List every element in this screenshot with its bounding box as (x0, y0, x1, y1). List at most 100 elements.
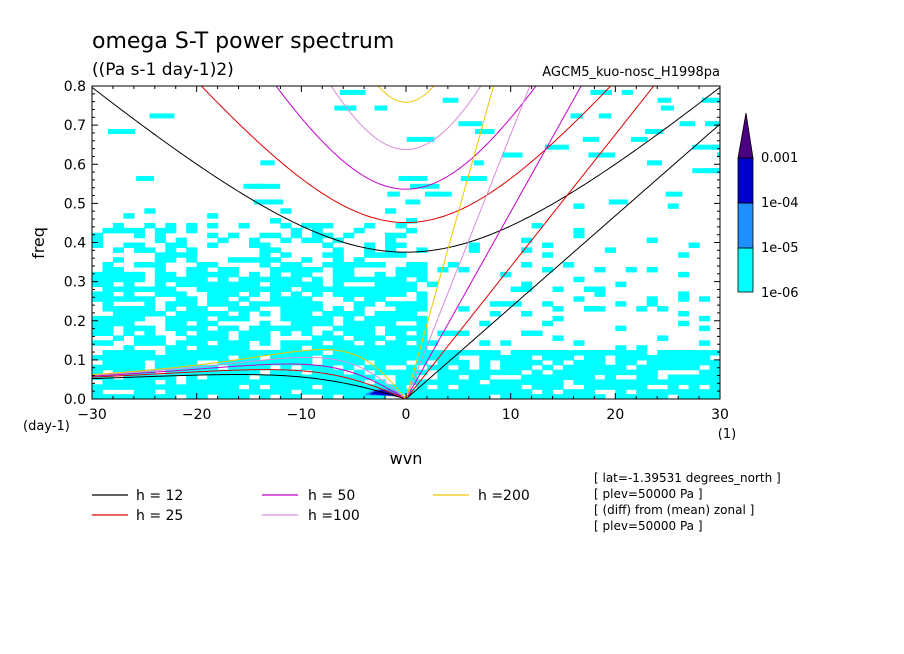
contour-cell (207, 296, 219, 302)
legend: h = 12 h = 25 h = 50 h =100 h =200 (92, 488, 530, 524)
contour-cell (542, 389, 554, 395)
contour-cell (207, 310, 219, 317)
contour-cell (301, 222, 313, 229)
contour-cell (144, 350, 156, 356)
contour-cell (228, 266, 240, 273)
kelvin-curve (405, 86, 582, 399)
contour-cell (573, 389, 585, 395)
contour-cell (259, 257, 271, 263)
contour-cell (123, 213, 135, 219)
contour-cell (406, 301, 418, 307)
contour-cell (269, 266, 281, 273)
contour-cell (102, 364, 114, 371)
contour-cell (102, 266, 114, 273)
contour-cell (92, 340, 104, 346)
contour-cell (447, 369, 459, 376)
contour-cell (479, 350, 491, 356)
contour-cell (196, 330, 208, 337)
contour-cell (353, 394, 365, 399)
contour-cell (646, 301, 658, 307)
contour-cell (343, 340, 355, 346)
contour-cell (615, 384, 627, 390)
contour-cell (542, 301, 554, 307)
contour-cell (301, 296, 313, 302)
contour-cell (364, 394, 376, 399)
contour-cell (196, 354, 208, 361)
contour-cell (133, 262, 145, 268)
contour-cell (280, 281, 292, 288)
contour-cell (186, 335, 198, 341)
contour-cell (521, 247, 533, 253)
contour-cell (395, 222, 407, 229)
colorbar-seg-2 (737, 202, 754, 249)
contour-cell (228, 286, 240, 293)
contour-cell (531, 379, 543, 385)
contour-cell (280, 330, 292, 337)
contour-cell (290, 291, 302, 297)
contour-patch (253, 183, 281, 189)
contour-cell (510, 389, 522, 395)
contour-cell (625, 384, 637, 390)
contour-cell (657, 389, 669, 395)
contour-cell (175, 350, 187, 356)
contour-cell (343, 286, 355, 293)
contour-cell (657, 350, 669, 356)
contour-cell (207, 335, 219, 341)
contour-cell (343, 384, 355, 390)
contour-cell (123, 286, 135, 293)
contour-cell (364, 374, 376, 381)
contour-cell (699, 369, 711, 376)
contour-cell (175, 384, 187, 390)
contour-cell (374, 335, 386, 341)
contour-cell (165, 374, 177, 381)
contour-cell (604, 247, 616, 253)
contour-cell (385, 330, 397, 337)
contour-cell (604, 384, 616, 390)
contour-cell (343, 320, 355, 327)
contour-cell (625, 379, 637, 385)
contour-cell (196, 379, 208, 385)
contour-cell (406, 266, 418, 273)
contour-cell (604, 364, 616, 371)
contour-cell (196, 369, 208, 376)
contour-patch (701, 97, 720, 103)
contour-cell (343, 291, 355, 297)
x-axis-unit: (1) (718, 427, 736, 442)
contour-cell (207, 369, 219, 376)
contour-cell (259, 262, 271, 268)
contour-cell (489, 354, 501, 361)
contour-cell (123, 310, 135, 317)
contour-cell (395, 310, 407, 317)
contour-cell (332, 291, 344, 297)
contour-cell (311, 320, 323, 327)
contour-cell (186, 389, 198, 395)
contour-cell (322, 222, 334, 229)
contour-cell (500, 271, 512, 278)
contour-cell (311, 374, 323, 381)
contour-cell (311, 306, 323, 312)
contour-cell (699, 389, 711, 395)
contour-cell (322, 364, 334, 371)
contour-cell (374, 384, 386, 390)
contour-cell (207, 384, 219, 390)
contour-cell (228, 325, 240, 332)
contour-cell (374, 271, 386, 278)
contour-cell (552, 394, 564, 399)
contour-cell (165, 389, 177, 395)
contour-cell (228, 291, 240, 297)
contour-cell (699, 325, 711, 332)
contour-cell (269, 291, 281, 297)
contour-cell (385, 281, 397, 288)
contour-cell (217, 291, 229, 297)
contour-cell (332, 286, 344, 293)
contour-patch (458, 121, 483, 127)
rossby-curve (92, 374, 407, 399)
info-line-3: [ (diff) from (mean) zonal ] (594, 503, 754, 517)
contour-cell (332, 345, 344, 351)
chart-title: omega S-T power spectrum (92, 29, 394, 54)
contour-cell (228, 306, 240, 312)
contour-cell (259, 325, 271, 332)
contour-cell (395, 330, 407, 337)
contour-cell (500, 379, 512, 385)
contour-patch (260, 160, 275, 166)
